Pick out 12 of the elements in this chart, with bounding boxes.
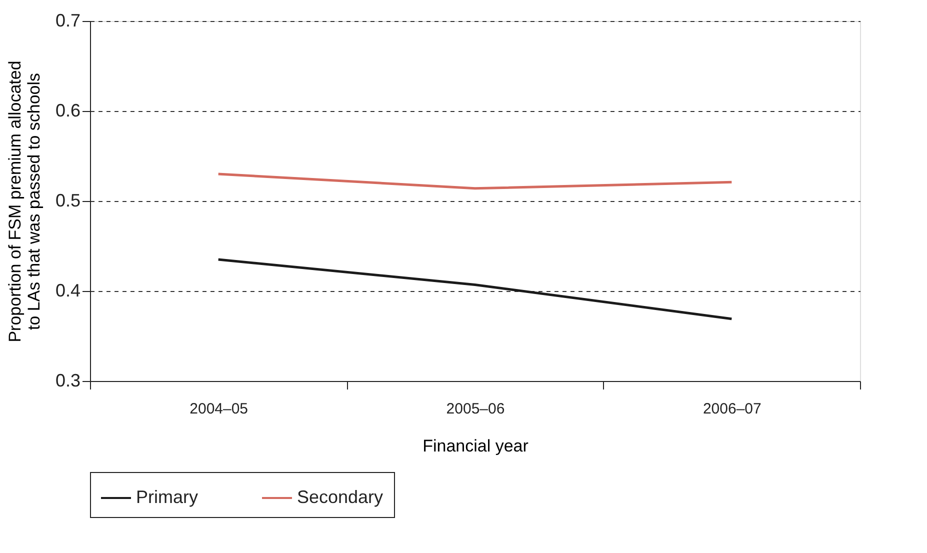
x-tick-label: 2006–07 bbox=[702, 400, 762, 418]
y-tick-label: 0.7 bbox=[55, 10, 80, 30]
legend-label: Primary bbox=[136, 487, 198, 507]
x-axis-title: Financial year bbox=[422, 436, 529, 456]
x-tick-label: 2005–06 bbox=[446, 400, 505, 418]
y-tick-label: 0.6 bbox=[55, 100, 80, 120]
legend-label: Secondary bbox=[297, 487, 384, 507]
x-tick-label: 2004–05 bbox=[190, 400, 248, 418]
y-axis-title: Proportion of FSM premium allocated to LAs that was passed to schools bbox=[5, 60, 44, 342]
y-tick-label: 0.5 bbox=[55, 190, 80, 210]
y-tick-label: 0.3 bbox=[55, 370, 80, 390]
y-tick-label: 0.4 bbox=[55, 280, 80, 300]
